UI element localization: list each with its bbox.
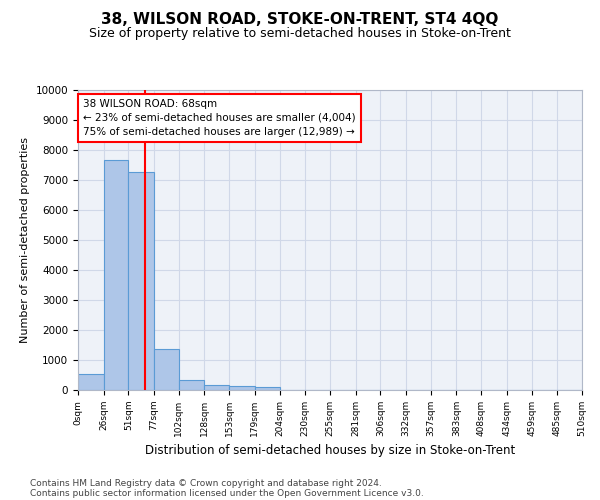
Bar (78, 374, 104, 390)
Bar (154, 348, 179, 390)
Bar (104, 160, 128, 390)
Text: 38, WILSON ROAD, STOKE-ON-TRENT, ST4 4QQ: 38, WILSON ROAD, STOKE-ON-TRENT, ST4 4QQ (101, 12, 499, 28)
Text: Contains public sector information licensed under the Open Government Licence v3: Contains public sector information licen… (30, 488, 424, 498)
Bar (205, 385, 229, 390)
Bar (179, 380, 205, 390)
Bar (128, 172, 154, 390)
Text: Contains HM Land Registry data © Crown copyright and database right 2024.: Contains HM Land Registry data © Crown c… (30, 478, 382, 488)
Bar (255, 387, 280, 390)
Y-axis label: Number of semi-detached properties: Number of semi-detached properties (20, 137, 30, 343)
Text: Size of property relative to semi-detached houses in Stoke-on-Trent: Size of property relative to semi-detach… (89, 28, 511, 40)
Text: 38 WILSON ROAD: 68sqm
← 23% of semi-detached houses are smaller (4,004)
75% of s: 38 WILSON ROAD: 68sqm ← 23% of semi-deta… (83, 99, 356, 137)
Bar (229, 386, 255, 390)
X-axis label: Distribution of semi-detached houses by size in Stoke-on-Trent: Distribution of semi-detached houses by … (145, 444, 515, 458)
